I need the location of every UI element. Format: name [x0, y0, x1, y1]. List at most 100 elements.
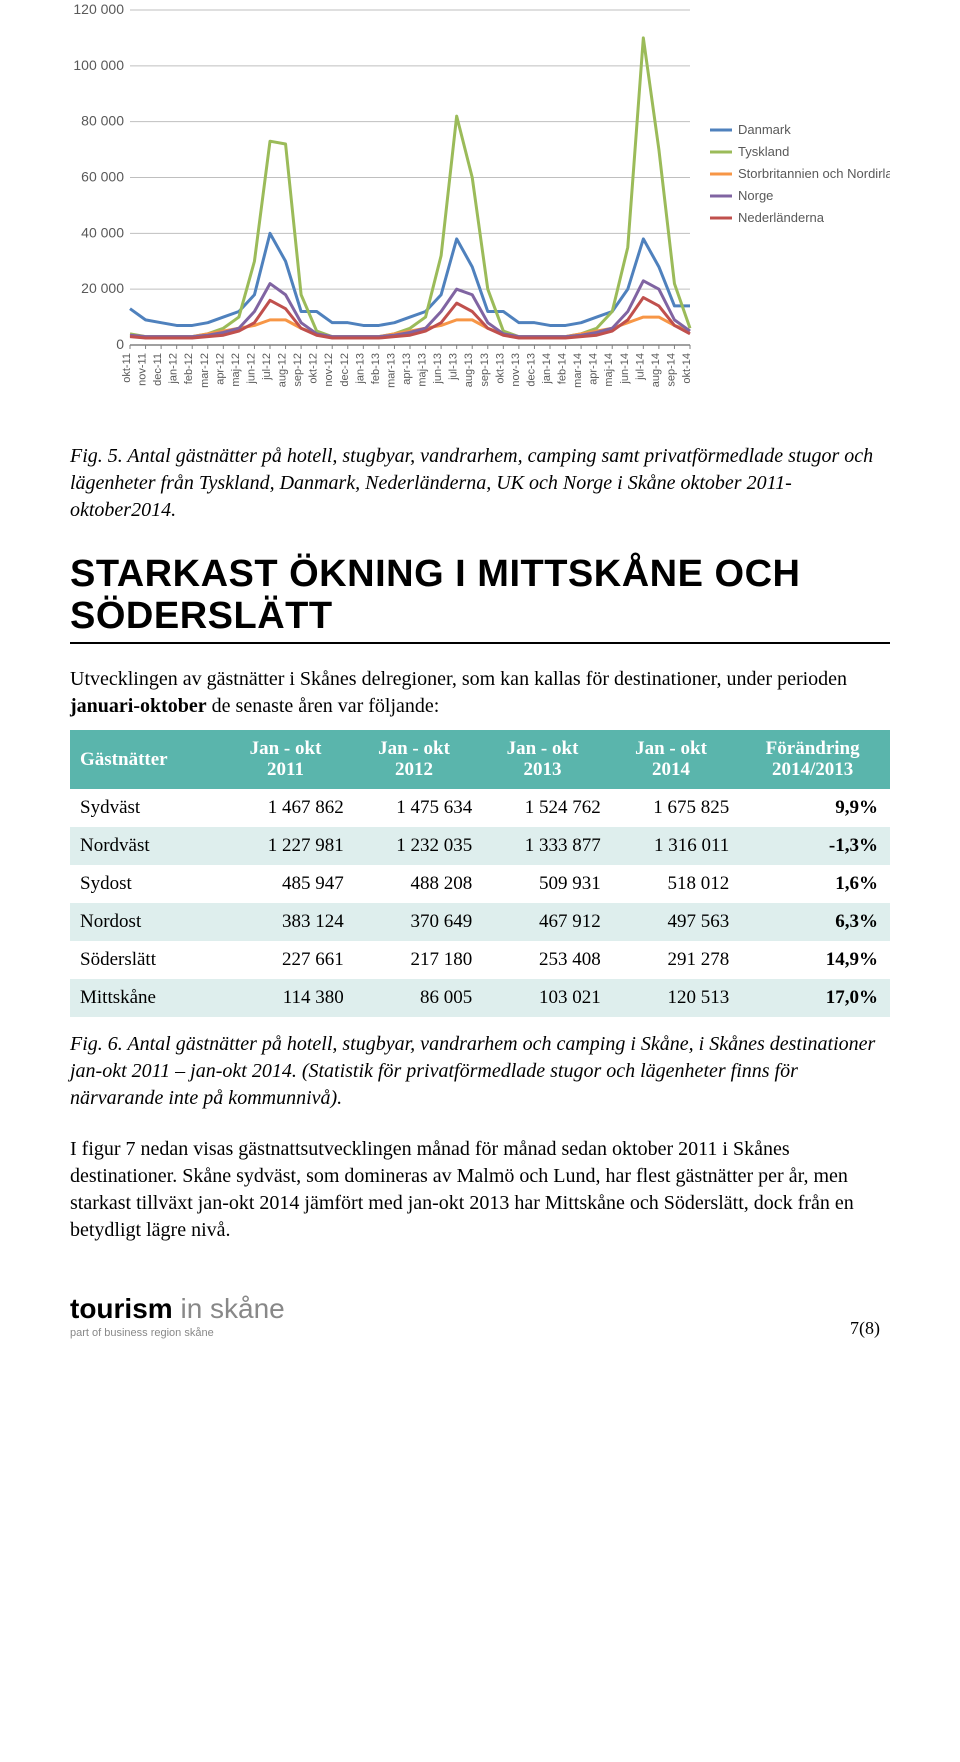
svg-text:feb-13: feb-13: [370, 353, 382, 384]
svg-text:jul-13: jul-13: [448, 353, 460, 381]
table-cell: 383 124: [221, 903, 350, 941]
table-cell: 1 333 877: [478, 827, 607, 865]
svg-text:okt-12: okt-12: [308, 353, 320, 384]
table-cell: Sydost: [70, 865, 221, 903]
svg-text:mar-14: mar-14: [572, 353, 584, 388]
svg-text:jun-12: jun-12: [245, 353, 257, 385]
fig6-caption: Fig. 6. Antal gästnätter på hotell, stug…: [70, 1031, 890, 1112]
table-cell: 518 012: [607, 865, 736, 903]
table-cell: 370 649: [350, 903, 479, 941]
svg-text:jul-14: jul-14: [634, 353, 646, 381]
svg-text:feb-14: feb-14: [557, 353, 569, 384]
table-cell: 114 380: [221, 979, 350, 1017]
svg-text:aug-13: aug-13: [463, 353, 475, 387]
logo: tourism in skåne part of business region…: [70, 1294, 285, 1339]
region-table: Gästnätter Jan - okt2011 Jan - okt2012 J…: [70, 730, 890, 1018]
svg-text:nov-12: nov-12: [323, 353, 335, 387]
svg-text:0: 0: [116, 336, 124, 352]
svg-text:sep-14: sep-14: [665, 353, 677, 387]
svg-text:aug-14: aug-14: [650, 353, 662, 387]
svg-text:maj-12: maj-12: [230, 353, 242, 387]
table-cell: Mittskåne: [70, 979, 221, 1017]
col-header-2014: Jan - okt2014: [607, 730, 736, 790]
table-row: Nordost383 124370 649467 912497 5636,3%: [70, 903, 890, 941]
col-header-2011: Jan - okt2011: [221, 730, 350, 790]
svg-text:aug-12: aug-12: [277, 353, 289, 387]
svg-text:maj-14: maj-14: [603, 353, 615, 387]
logo-subtitle: part of business region skåne: [70, 1328, 285, 1340]
col-header-2013: Jan - okt2013: [478, 730, 607, 790]
svg-text:Danmark: Danmark: [738, 122, 791, 137]
table-cell: 1,6%: [735, 865, 890, 903]
svg-text:40 000: 40 000: [81, 224, 124, 240]
svg-text:mar-12: mar-12: [199, 353, 211, 388]
svg-text:okt-11: okt-11: [121, 353, 133, 383]
svg-text:nov-11: nov-11: [137, 353, 149, 386]
svg-text:dec-12: dec-12: [339, 353, 351, 387]
svg-text:maj-13: maj-13: [417, 353, 429, 387]
svg-text:jun-14: jun-14: [619, 353, 631, 385]
table-cell: 217 180: [350, 941, 479, 979]
table-cell: Söderslätt: [70, 941, 221, 979]
svg-text:Tyskland: Tyskland: [738, 144, 789, 159]
table-cell: 1 524 762: [478, 789, 607, 827]
svg-text:jan-13: jan-13: [354, 353, 366, 385]
svg-text:120 000: 120 000: [73, 1, 124, 17]
table-cell: 497 563: [607, 903, 736, 941]
col-header-change: Förändring2014/2013: [735, 730, 890, 790]
table-cell: 1 316 011: [607, 827, 736, 865]
logo-bold: tourism: [70, 1293, 173, 1324]
table-cell: -1,3%: [735, 827, 890, 865]
intro-bold: januari-oktober: [70, 695, 207, 717]
table-cell: 1 475 634: [350, 789, 479, 827]
table-row: Söderslätt227 661217 180253 408291 27814…: [70, 941, 890, 979]
section-title: STARKAST ÖKNING I MITTSKÅNE OCH SÖDERSLÄ…: [70, 554, 890, 638]
table-cell: Nordväst: [70, 827, 221, 865]
svg-text:dec-11: dec-11: [152, 353, 164, 386]
intro-text-1: Utvecklingen av gästnätter i Skånes delr…: [70, 668, 847, 690]
table-cell: 253 408: [478, 941, 607, 979]
table-cell: 227 661: [221, 941, 350, 979]
table-row: Nordväst1 227 9811 232 0351 333 8771 316…: [70, 827, 890, 865]
svg-text:okt-14: okt-14: [681, 353, 693, 384]
table-cell: 17,0%: [735, 979, 890, 1017]
col-header-2012: Jan - okt2012: [350, 730, 479, 790]
table-cell: 1 232 035: [350, 827, 479, 865]
table-cell: 509 931: [478, 865, 607, 903]
intro-text-2: de senaste åren var följande:: [207, 695, 440, 717]
svg-text:sep-13: sep-13: [479, 353, 491, 387]
table-cell: 488 208: [350, 865, 479, 903]
svg-text:Nederländerna: Nederländerna: [738, 210, 825, 225]
table-cell: 1 467 862: [221, 789, 350, 827]
table-row: Mittskåne114 38086 005103 021120 51317,0…: [70, 979, 890, 1017]
svg-text:dec-13: dec-13: [525, 353, 537, 387]
svg-text:jan-12: jan-12: [168, 353, 180, 385]
col-header-name: Gästnätter: [70, 730, 221, 790]
page-footer: tourism in skåne part of business region…: [70, 1294, 890, 1339]
table-cell: 291 278: [607, 941, 736, 979]
svg-text:nov-13: nov-13: [510, 353, 522, 387]
svg-text:60 000: 60 000: [81, 169, 124, 185]
table-cell: 1 675 825: [607, 789, 736, 827]
svg-text:okt-13: okt-13: [494, 353, 506, 384]
svg-text:jul-12: jul-12: [261, 353, 273, 381]
intro-paragraph: Utvecklingen av gästnätter i Skånes delr…: [70, 666, 890, 720]
svg-text:jun-13: jun-13: [432, 353, 444, 385]
table-cell: 120 513: [607, 979, 736, 1017]
table-row: Sydost485 947488 208509 931518 0121,6%: [70, 865, 890, 903]
svg-text:apr-12: apr-12: [214, 353, 226, 385]
table-cell: Nordost: [70, 903, 221, 941]
table-cell: Sydväst: [70, 789, 221, 827]
svg-text:feb-12: feb-12: [183, 353, 195, 384]
svg-text:sep-12: sep-12: [292, 353, 304, 387]
table-cell: 485 947: [221, 865, 350, 903]
svg-text:100 000: 100 000: [73, 57, 124, 73]
table-row: Sydväst1 467 8621 475 6341 524 7621 675 …: [70, 789, 890, 827]
table-header-row: Gästnätter Jan - okt2011 Jan - okt2012 J…: [70, 730, 890, 790]
body-paragraph: I figur 7 nedan visas gästnattsutvecklin…: [70, 1136, 890, 1244]
table-cell: 86 005: [350, 979, 479, 1017]
chart-svg: 020 00040 00060 00080 000100 000120 000o…: [70, 0, 890, 420]
table-cell: 103 021: [478, 979, 607, 1017]
svg-text:Storbritannien och Nordirland: Storbritannien och Nordirland: [738, 166, 890, 181]
logo-light: in skåne: [173, 1293, 285, 1324]
